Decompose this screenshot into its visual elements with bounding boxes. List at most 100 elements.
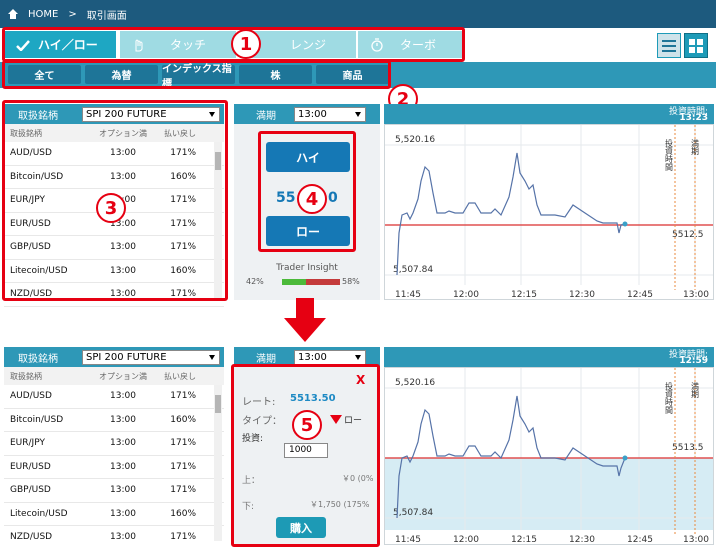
symbols-panel-bottom: 取扱銘柄 SPI 200 FUTURE 取扱銘柄 オプション満 払い戻し AUD… bbox=[4, 347, 224, 549]
symbols-list: AUD/USD 13:00 171% Bitcoin/USD 13:00 160% EUR/… bbox=[4, 142, 224, 307]
badge-3: 3 bbox=[96, 193, 126, 223]
current-price-label: 5513.5 bbox=[672, 443, 704, 453]
symbol-select[interactable]: SPI 200 FUTURE bbox=[82, 106, 220, 122]
grid-icon bbox=[689, 38, 703, 53]
expiry-marker-label: 満期 bbox=[691, 139, 700, 156]
symbols-scrollbar[interactable] bbox=[214, 142, 222, 298]
symbol-select[interactable]: SPI 200 FUTURE bbox=[82, 349, 220, 365]
category-index[interactable]: インデックス指標 bbox=[162, 64, 235, 90]
list-item[interactable]: AUD/USD 13:00 171% bbox=[4, 385, 224, 409]
expiry-label: 満期 bbox=[256, 353, 276, 365]
upper-payout-value: ￥0 (0% bbox=[342, 474, 374, 483]
row-name: EUR/JPY bbox=[10, 438, 45, 449]
row-payout: 171% bbox=[170, 485, 196, 496]
row-expiry: 13:00 bbox=[110, 438, 136, 449]
row-expiry: 13:00 bbox=[110, 532, 136, 543]
order-panel: 満期 13:00 X レート: 5513.50 タイプ： ロー 投資: 1000… bbox=[234, 347, 380, 545]
list-item[interactable]: NZD/USD 13:00 171% bbox=[4, 526, 224, 549]
current-price-partial-left: 55 bbox=[276, 190, 296, 206]
row-expiry: 13:00 bbox=[110, 148, 136, 159]
row-expiry: 13:00 bbox=[110, 265, 136, 276]
row-name: NZD/USD bbox=[10, 289, 53, 300]
svg-text:11:45: 11:45 bbox=[395, 290, 421, 300]
row-expiry: 13:00 bbox=[110, 218, 136, 229]
grid-view-button[interactable] bbox=[684, 33, 708, 58]
row-expiry: 13:00 bbox=[110, 289, 136, 300]
list-item[interactable]: EUR/USD 13:00 171% bbox=[4, 456, 224, 479]
y-max-label: 5,520.16 bbox=[395, 135, 435, 145]
expiry-label: 満期 bbox=[256, 110, 276, 122]
svg-text:12:00: 12:00 bbox=[453, 290, 479, 300]
price-chart-bottom: 投資時間: 12:59 5,520.16 5,507.84 5513.5 投資時… bbox=[384, 347, 714, 545]
chart-canvas: 5,520.16 5,507.84 5513.5 投資時間 満期 11:45 1… bbox=[384, 367, 714, 545]
row-payout: 171% bbox=[170, 461, 196, 472]
list-item[interactable]: EUR/JPY 13:00 171% bbox=[4, 432, 224, 456]
list-view-button[interactable] bbox=[657, 33, 681, 58]
list-item[interactable]: NZD/USD 13:00 171% bbox=[4, 283, 224, 307]
tab-label: タッチ bbox=[170, 38, 207, 52]
row-payout: 160% bbox=[170, 414, 196, 425]
chevron-down-icon bbox=[209, 354, 215, 360]
list-item[interactable]: Bitcoin/USD 13:00 160% bbox=[4, 166, 224, 189]
symbols-header-label: 取扱銘柄 bbox=[18, 353, 58, 365]
insight-low-pct: 58% bbox=[342, 277, 360, 286]
badge-5: 5 bbox=[292, 410, 322, 440]
category-fx[interactable]: 為替 bbox=[85, 65, 158, 84]
row-name: EUR/JPY bbox=[10, 195, 45, 206]
expiry-select[interactable]: 13:00 bbox=[294, 349, 366, 365]
svg-text:13:00: 13:00 bbox=[683, 535, 709, 545]
y-max-label: 5,520.16 bbox=[395, 378, 435, 388]
current-price-label: 5512.5 bbox=[672, 230, 704, 240]
chevron-down-icon bbox=[355, 354, 361, 360]
lower-payout-value: ￥1,750 (175% bbox=[310, 500, 370, 509]
svg-text:11:45: 11:45 bbox=[395, 535, 421, 545]
breadcrumb-current: 取引画面 bbox=[86, 10, 127, 22]
category-commodity[interactable]: 商品 bbox=[316, 65, 389, 84]
close-button[interactable]: X bbox=[356, 373, 366, 387]
svg-text:13:00: 13:00 bbox=[683, 290, 709, 300]
row-payout: 171% bbox=[170, 289, 196, 300]
row-expiry: 13:00 bbox=[110, 391, 136, 402]
list-icon bbox=[662, 39, 676, 52]
insight-high-pct: 42% bbox=[246, 277, 264, 286]
list-item[interactable]: Bitcoin/USD 13:00 160% bbox=[4, 409, 224, 432]
symbols-column-header: 取扱銘柄 オプション満 払い戻し bbox=[4, 367, 224, 385]
invest-input[interactable]: 1000 bbox=[284, 443, 328, 458]
y-min-label: 5,507.84 bbox=[393, 265, 433, 275]
row-payout: 171% bbox=[170, 195, 196, 206]
breadcrumb-home[interactable]: HOME bbox=[28, 8, 59, 20]
row-expiry: 13:00 bbox=[110, 242, 136, 253]
row-expiry: 13:00 bbox=[110, 414, 136, 425]
invest-time-marker-label: 投資時間 bbox=[665, 138, 674, 172]
current-point bbox=[622, 221, 628, 227]
row-expiry: 13:00 bbox=[110, 461, 136, 472]
tab-high-low[interactable]: ハイ／ロー bbox=[4, 31, 116, 58]
row-name: AUD/USD bbox=[10, 391, 52, 402]
list-item[interactable]: Litecoin/USD 13:00 160% bbox=[4, 503, 224, 526]
list-item[interactable]: EUR/USD 13:00 171% bbox=[4, 213, 224, 236]
high-button[interactable]: ハイ bbox=[266, 142, 350, 172]
x-axis: 11:45 12:00 12:15 12:30 12:45 13:00 bbox=[395, 535, 709, 545]
trader-insight-label: Trader Insight bbox=[276, 263, 338, 273]
buy-button[interactable]: 購入 bbox=[276, 517, 326, 538]
expiry-header: 満期 13:00 bbox=[234, 347, 380, 367]
tab-turbo[interactable]: ターボ bbox=[358, 31, 462, 58]
chevron-down-icon bbox=[209, 111, 215, 117]
list-item[interactable]: GBP/USD 13:00 171% bbox=[4, 236, 224, 260]
low-button[interactable]: ロー bbox=[266, 216, 350, 246]
row-name: Litecoin/USD bbox=[10, 265, 68, 276]
expiry-select[interactable]: 13:00 bbox=[294, 106, 366, 122]
list-item[interactable]: GBP/USD 13:00 171% bbox=[4, 479, 224, 503]
highlight-box-3 bbox=[2, 100, 228, 301]
home-icon[interactable] bbox=[8, 9, 18, 19]
category-stock[interactable]: 株 bbox=[239, 65, 312, 84]
list-item[interactable]: Litecoin/USD 13:00 160% bbox=[4, 260, 224, 283]
list-item[interactable]: AUD/USD 13:00 171% bbox=[4, 142, 224, 166]
symbols-scrollbar[interactable] bbox=[214, 385, 222, 541]
price-line bbox=[396, 152, 626, 276]
tab-touch[interactable]: タッチ bbox=[120, 31, 236, 58]
current-point bbox=[622, 455, 628, 461]
type-label: タイプ： bbox=[242, 416, 282, 427]
row-name: NZD/USD bbox=[10, 532, 53, 543]
category-all[interactable]: 全て bbox=[8, 65, 81, 84]
